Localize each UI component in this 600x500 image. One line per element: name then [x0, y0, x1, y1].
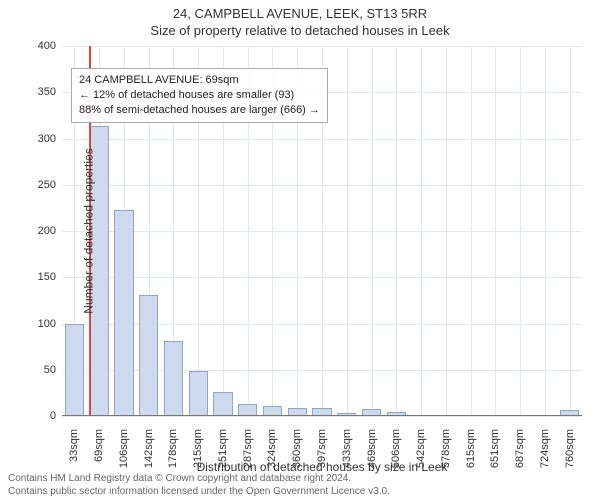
y-tick: 350 [22, 86, 56, 98]
plot-area: 24 CAMPBELL AVENUE: 69sqm← 12% of detach… [62, 46, 582, 416]
chart-container: 24 CAMPBELL AVENUE: 69sqm← 12% of detach… [62, 46, 582, 416]
y-axis-label: Number of detached properties [82, 148, 96, 313]
attribution-line2: Contains public sector information licen… [8, 486, 390, 499]
page-title-line1: 24, CAMPBELL AVENUE, LEEK, ST13 5RR [0, 0, 600, 21]
x-axis-label: Distribution of detached houses by size … [62, 460, 582, 474]
attribution: Contains HM Land Registry data © Crown c… [8, 473, 390, 498]
gridline-h [62, 416, 582, 417]
y-tick: 300 [22, 133, 56, 145]
x-tick: 69sqm [93, 425, 105, 462]
y-tick: 150 [22, 271, 56, 283]
x-tick: 33sqm [68, 425, 80, 462]
y-tick: 200 [22, 225, 56, 237]
infobox-line: 88% of semi-detached houses are larger (… [79, 103, 320, 118]
page-title-line2: Size of property relative to detached ho… [0, 21, 600, 38]
infobox-layer: 24 CAMPBELL AVENUE: 69sqm← 12% of detach… [62, 46, 582, 415]
y-tick: 400 [22, 40, 56, 52]
y-tick: 0 [22, 410, 56, 422]
infobox-line: 24 CAMPBELL AVENUE: 69sqm [79, 73, 320, 88]
y-tick: 100 [22, 318, 56, 330]
infobox-line: ← 12% of detached houses are smaller (93… [79, 88, 320, 103]
y-tick: 50 [22, 364, 56, 376]
y-tick: 250 [22, 179, 56, 191]
infobox: 24 CAMPBELL AVENUE: 69sqm← 12% of detach… [71, 68, 328, 123]
attribution-line1: Contains HM Land Registry data © Crown c… [8, 473, 390, 486]
